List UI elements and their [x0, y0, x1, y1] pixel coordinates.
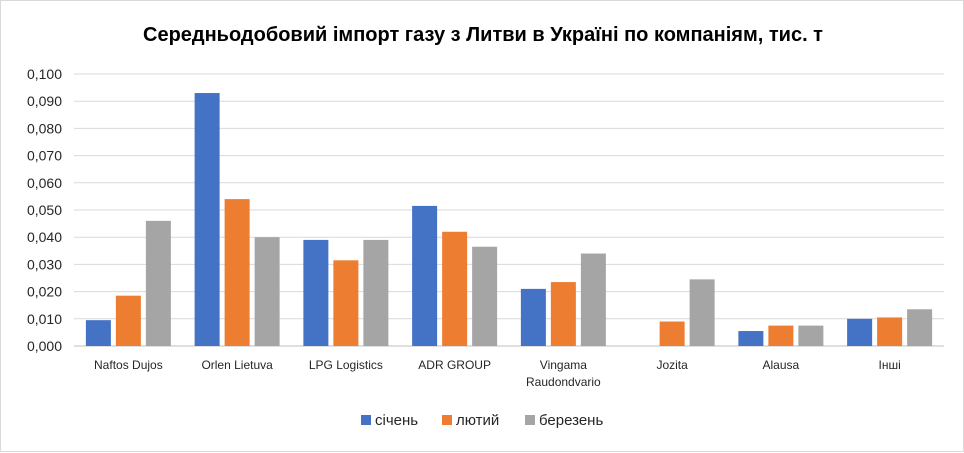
y-tick-label: 0,020	[27, 284, 62, 300]
y-tick-label: 0,040	[27, 229, 62, 245]
bar-січень-6	[738, 331, 764, 346]
bar-січень-2	[303, 239, 329, 346]
y-tick-label: 0,030	[27, 256, 62, 272]
y-tick-label: 0,000	[27, 338, 62, 354]
bar-лютий-7	[877, 317, 903, 346]
x-tick-label: Інші	[878, 358, 900, 372]
bar-лютий-4	[550, 282, 576, 346]
bar-березень-0	[145, 220, 171, 346]
bars	[85, 93, 933, 346]
chart-title: Середньодобовий імпорт газу з Литви в Ук…	[143, 24, 823, 46]
bar-січень-4	[520, 288, 546, 346]
bar-лютий-3	[442, 231, 468, 346]
bar-березень-2	[363, 239, 389, 346]
x-tick-label: Naftos Dujos	[94, 358, 163, 372]
bar-лютий-0	[115, 295, 141, 346]
bar-березень-6	[798, 325, 824, 346]
x-tick-label: Vingama Raudondvario	[526, 358, 601, 389]
bar-січень-1	[194, 93, 220, 346]
legend-label: березень	[539, 412, 603, 429]
y-tick-label: 0,090	[27, 93, 62, 109]
bar-січень-3	[412, 205, 438, 346]
y-tick-label: 0,100	[27, 66, 62, 82]
bar-лютий-1	[224, 199, 250, 346]
bar-лютий-2	[333, 260, 359, 346]
legend-label: січень	[375, 412, 418, 429]
y-tick-label: 0,080	[27, 120, 62, 136]
bar-березень-3	[472, 246, 498, 346]
legend-swatch	[361, 415, 371, 425]
y-tick-label: 0,060	[27, 175, 62, 191]
y-tick-label: 0,010	[27, 311, 62, 327]
y-axis-ticks: 0,000 0,010 0,020 0,030 0,040 0,050 0,060 0,070…	[27, 66, 62, 354]
legend-label: лютий	[456, 412, 499, 429]
bar-лютий-5	[659, 321, 685, 346]
bar-січень-0	[85, 320, 111, 346]
bar-січень-7	[847, 318, 873, 346]
legend-swatch	[525, 415, 535, 425]
bar-березень-4	[580, 253, 606, 346]
x-axis-ticks: Naftos Dujos Orlen Lietuva LPG Logistics AD…	[94, 358, 901, 389]
legend-swatch	[442, 415, 452, 425]
x-tick-label: LPG Logistics	[309, 358, 383, 372]
bar-березень-1	[254, 237, 280, 346]
y-tick-label: 0,050	[27, 202, 62, 218]
bar-березень-5	[689, 279, 715, 346]
x-tick-label: Jozita	[656, 358, 688, 372]
bar-березень-7	[907, 309, 933, 346]
x-tick-label: Orlen Lietuva	[201, 358, 273, 372]
y-tick-label: 0,070	[27, 148, 62, 164]
x-tick-label: ADR GROUP	[418, 358, 491, 372]
x-tick-label: Alausa	[763, 358, 800, 372]
legend: січень лютий березень	[361, 412, 603, 429]
bar-лютий-6	[768, 325, 794, 346]
